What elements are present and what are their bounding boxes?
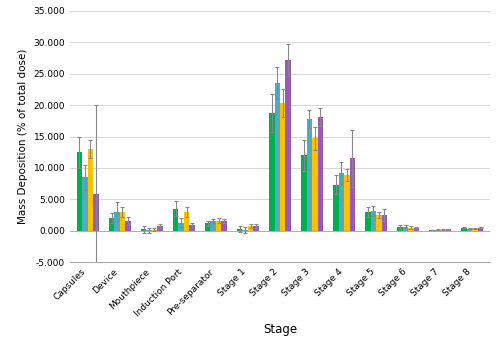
Bar [114, 212, 119, 231]
Bar [178, 222, 184, 231]
Bar [408, 228, 414, 231]
Bar [88, 149, 93, 231]
Bar [125, 221, 130, 231]
Bar [237, 229, 242, 231]
Bar [280, 103, 285, 231]
Bar [370, 211, 376, 231]
Bar [344, 175, 350, 231]
Bar [382, 215, 387, 231]
Bar [184, 213, 190, 231]
Bar [478, 228, 484, 231]
Bar [286, 60, 291, 231]
Bar [141, 229, 146, 231]
Bar [210, 221, 216, 231]
Bar [318, 117, 323, 231]
Bar [146, 230, 152, 231]
Bar [472, 228, 478, 231]
Bar [93, 194, 98, 231]
Bar [467, 229, 472, 231]
Bar [248, 226, 254, 231]
Bar [462, 228, 467, 231]
Bar [274, 83, 280, 231]
Bar [157, 226, 162, 231]
Bar [446, 229, 451, 231]
Bar [109, 218, 114, 231]
X-axis label: Stage: Stage [263, 324, 297, 336]
Bar [190, 225, 194, 231]
Bar [76, 152, 82, 231]
Bar [403, 227, 408, 231]
Bar [430, 230, 435, 231]
Bar [173, 209, 178, 231]
Bar [350, 158, 355, 231]
Bar [398, 227, 403, 231]
Bar [222, 221, 227, 231]
Bar [205, 223, 210, 231]
Y-axis label: Mass Deposition (% of total dose): Mass Deposition (% of total dose) [18, 49, 28, 224]
Bar [216, 221, 222, 231]
Bar [440, 230, 446, 231]
Bar [414, 228, 419, 231]
Bar [366, 213, 370, 231]
Bar [269, 113, 274, 231]
Bar [254, 226, 259, 231]
Bar [152, 230, 157, 231]
Bar [120, 212, 125, 231]
Bar [376, 215, 382, 231]
Bar [333, 185, 338, 231]
Bar [82, 177, 87, 231]
Bar [338, 173, 344, 231]
Bar [306, 119, 312, 231]
Bar [312, 138, 318, 231]
Bar [301, 155, 306, 231]
Bar [435, 230, 440, 231]
Bar [242, 230, 248, 231]
